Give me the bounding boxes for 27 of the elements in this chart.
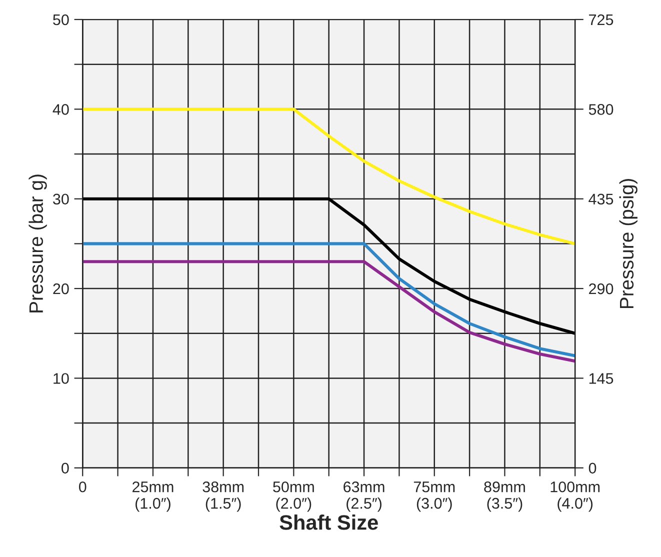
x-tick-label: 25mm (1.0″) — [132, 481, 174, 512]
x-tick-label: 89mm (3.5″) — [484, 481, 525, 512]
x-tick-label: 75mm (3.0″) — [414, 482, 455, 512]
x-tick-label: 100mm (4.0″) — [550, 481, 600, 512]
x-tick-label: 50mm (2.0″) — [273, 481, 314, 512]
y2-tick-label: 725 — [589, 14, 614, 26]
y2-tick-label: 435 — [588, 194, 614, 205]
y-tick-label: 20 — [53, 283, 69, 294]
y-tick-label: 40 — [52, 104, 69, 115]
line-series — [82, 260, 576, 363]
y2-tick-label: 290 — [589, 283, 614, 294]
y-tick-label: 30 — [53, 194, 69, 205]
x-tick-label: 63mm (2.5″) — [344, 481, 384, 512]
y2-tick-label: 580 — [588, 104, 614, 115]
y-tick-label: 50 — [53, 14, 69, 26]
x-tick-label: 38mm (1.5″) — [202, 481, 244, 512]
y2-axis-title: Pressure (psig) — [619, 178, 638, 308]
y-tick-label: 10 — [54, 373, 69, 384]
y2-tick-label: 145 — [589, 373, 614, 384]
y-tick-label: 0 — [62, 462, 69, 474]
line-series — [82, 242, 576, 358]
y2-tick-label: 0 — [588, 462, 596, 474]
line-series — [82, 197, 576, 335]
line-series — [82, 108, 576, 246]
x-axis-title: Shaft Size — [280, 514, 378, 530]
x-tick-label: 0 — [78, 481, 86, 492]
y-axis-title: Pressure (bar g) — [28, 174, 47, 312]
